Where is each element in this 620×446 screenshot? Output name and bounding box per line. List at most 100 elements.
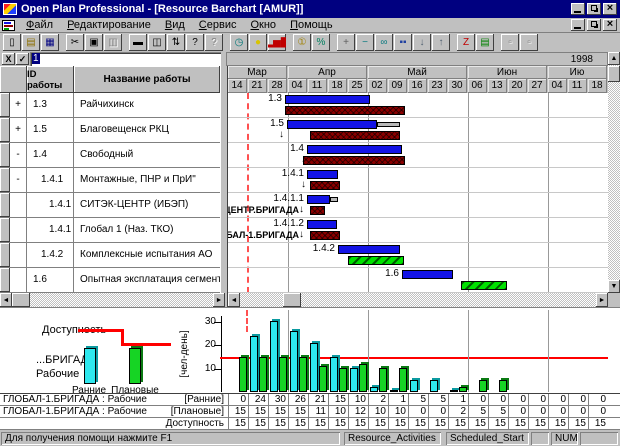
scroll-right-icon[interactable]: ► [596, 293, 608, 307]
activity-name[interactable]: Благовещенск РКЦ [80, 124, 169, 135]
expand-button[interactable]: + [10, 93, 27, 117]
print-button[interactable]: ▬ [129, 34, 147, 51]
doc-close-button[interactable]: × [603, 18, 617, 31]
edit-confirm-button[interactable]: ✓ [16, 53, 29, 65]
early-bar[interactable] [285, 95, 370, 104]
link-activities-button[interactable]: ∞ [375, 34, 393, 51]
week-cell[interactable]: 18 [588, 79, 607, 93]
scroll-up-icon[interactable]: ▲ [608, 52, 620, 65]
row-selector[interactable] [0, 143, 10, 167]
activity-id[interactable]: 1.4 [27, 143, 74, 167]
week-cell[interactable]: 27 [528, 79, 547, 93]
scheduled-bar[interactable] [348, 256, 404, 265]
week-cell[interactable]: 02 [368, 79, 387, 93]
minimize-button[interactable] [571, 3, 585, 15]
week-cell[interactable]: 21 [248, 79, 267, 93]
row-selector[interactable] [0, 268, 10, 292]
table-horizontal-scrollbar[interactable]: ◄ ► [0, 293, 225, 307]
activity-name[interactable]: Монтажные, ПНР и ПрИ" [80, 174, 196, 185]
week-cell[interactable]: 18 [328, 79, 347, 93]
week-cell[interactable]: 16 [408, 79, 427, 93]
menu-item-2[interactable]: Редактирование [67, 19, 151, 31]
open-file-button[interactable]: ▤ [22, 34, 40, 51]
move-down-button[interactable]: ↓ [413, 34, 431, 51]
cost-coin-button[interactable]: ① [293, 34, 311, 51]
week-cell[interactable]: 30 [448, 79, 467, 93]
activity-id[interactable]: 1.4.1 [27, 218, 74, 242]
close-button[interactable]: × [603, 2, 617, 15]
early-bar[interactable] [307, 220, 337, 229]
activity-name[interactable]: Глобал 1 (Наз. ТКО) [80, 224, 174, 235]
row-selector[interactable] [0, 168, 10, 192]
scroll-thumb[interactable] [12, 293, 30, 307]
scroll-right-icon[interactable]: ► [213, 293, 225, 307]
week-cell[interactable]: 06 [468, 79, 487, 93]
week-cell[interactable]: 04 [288, 79, 307, 93]
document-icon[interactable] [2, 19, 15, 31]
menu-item-3[interactable]: Вид [164, 19, 185, 31]
vertical-scrollbar[interactable]: ▲ ▼ [608, 52, 620, 293]
activity-id[interactable]: 1.3 [27, 93, 74, 117]
week-cell[interactable]: 04 [548, 79, 567, 93]
collapse-button[interactable]: - [10, 143, 27, 167]
menu-item-5[interactable]: Окно [250, 19, 277, 31]
activity-name[interactable]: Райчихинск [80, 99, 134, 110]
activity-id[interactable]: 1.6 [27, 268, 74, 292]
menu-item-1[interactable]: Файл [26, 19, 54, 31]
percent-complete-button[interactable]: % [312, 34, 330, 51]
cell-edit-input[interactable]: 1 [30, 52, 221, 66]
menu-item-6[interactable]: Помощь [290, 19, 333, 31]
week-cell[interactable]: 11 [308, 79, 327, 93]
chart-horizontal-scrollbar[interactable]: ◄ ► [228, 293, 608, 307]
activity-id[interactable]: 1.5 [27, 118, 74, 142]
header-name-column[interactable]: Название работы [74, 66, 220, 93]
row-selector[interactable] [0, 118, 10, 142]
scroll-left-icon[interactable]: ◄ [228, 293, 240, 307]
cut-button[interactable]: ✂ [66, 34, 84, 51]
activity-name[interactable]: СИТЭК-ЦЕНТР (ИБЭП) [80, 199, 189, 210]
histogram-tool-button[interactable]: ▂▅▇ [268, 34, 286, 51]
week-cell[interactable]: 28 [268, 79, 287, 93]
activity-name[interactable]: Комплексные испытания АО [80, 249, 213, 260]
scheduled-bar[interactable] [310, 131, 400, 140]
early-bar[interactable] [402, 270, 453, 279]
doc-restore-button[interactable] [587, 19, 601, 31]
move-up-button[interactable]: ↑ [432, 34, 450, 51]
scheduled-bar[interactable] [310, 206, 325, 215]
early-bar[interactable] [287, 120, 377, 129]
doc-minimize-button[interactable] [571, 19, 585, 31]
row-selector[interactable] [0, 243, 10, 267]
row-selector[interactable] [0, 93, 10, 117]
pane-splitter[interactable] [220, 66, 228, 307]
resource-bird-button[interactable]: ● [249, 34, 267, 51]
menu-item-4[interactable]: Сервис [198, 19, 237, 31]
exchange-button[interactable]: ⇅ [167, 34, 185, 51]
week-cell[interactable]: 25 [348, 79, 367, 93]
copy-button[interactable]: ▣ [85, 34, 103, 51]
app-icon[interactable] [3, 3, 17, 15]
week-cell[interactable]: 09 [388, 79, 407, 93]
scroll-left-icon[interactable]: ◄ [0, 293, 12, 307]
scheduled-bar[interactable] [310, 231, 340, 240]
scroll-thumb[interactable] [608, 66, 620, 82]
week-cell[interactable]: 20 [508, 79, 527, 93]
edit-cancel-button[interactable]: X [2, 53, 15, 65]
early-bar[interactable] [307, 170, 338, 179]
expand-button[interactable]: + [337, 34, 355, 51]
activity-id[interactable]: 1.4.1 [27, 168, 74, 192]
print-preview-button[interactable]: ◫ [148, 34, 166, 51]
save-button[interactable]: ▦ [41, 34, 59, 51]
row-selector[interactable] [0, 193, 10, 217]
time-analysis-clock-button[interactable]: ◷ [230, 34, 248, 51]
sort-button[interactable]: Z [457, 34, 475, 51]
collapse-button[interactable]: − [356, 34, 374, 51]
row-selector[interactable] [0, 218, 10, 242]
early-bar[interactable] [307, 145, 402, 154]
sub-bars-button[interactable]: ▪▪ [394, 34, 412, 51]
expand-button[interactable]: + [10, 118, 27, 142]
early-bar[interactable] [338, 245, 400, 254]
new-file-button[interactable]: ▯ [3, 34, 21, 51]
restore-button[interactable] [587, 3, 601, 15]
scheduled-bar[interactable] [310, 181, 340, 190]
week-cell[interactable]: 11 [568, 79, 587, 93]
